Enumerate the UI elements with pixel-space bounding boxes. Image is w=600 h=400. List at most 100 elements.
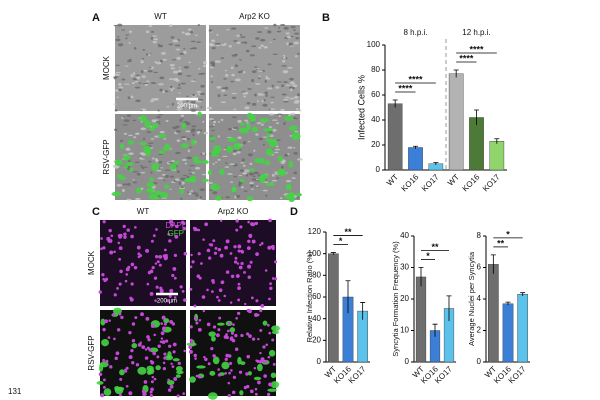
gfp (100, 318, 106, 326)
gfp (253, 158, 262, 163)
cell (220, 57, 225, 60)
nucleus (225, 239, 230, 244)
cell (210, 81, 214, 84)
cell (189, 31, 194, 34)
cell (138, 82, 142, 84)
cell (212, 163, 216, 165)
cell (294, 32, 300, 35)
nucleus (102, 220, 106, 224)
cell (249, 162, 253, 166)
cell (281, 65, 287, 67)
nucleus (230, 369, 233, 372)
cell (231, 92, 238, 95)
y-tick-label: 40 (312, 314, 321, 323)
cell (212, 123, 216, 126)
gfp (251, 126, 258, 133)
cell (176, 139, 181, 142)
nucleus (100, 393, 105, 398)
cell (114, 128, 118, 131)
nucleus (264, 269, 268, 272)
nucleus (119, 377, 123, 381)
cell (139, 152, 146, 155)
cell (145, 30, 150, 34)
nucleus (115, 351, 120, 356)
cell (154, 158, 158, 161)
y-tick-label: 0 (477, 357, 482, 366)
cell (159, 88, 163, 92)
nucleus (142, 392, 146, 397)
gfp (208, 331, 216, 337)
cell (253, 171, 259, 175)
cell (214, 42, 221, 45)
cell (230, 66, 234, 70)
gfp (175, 366, 183, 372)
cell (258, 46, 262, 49)
x-tick-label: WT (385, 172, 400, 187)
cell (177, 72, 183, 76)
nucleus (156, 260, 160, 264)
cell (124, 83, 130, 85)
cell (233, 108, 237, 111)
gfp (167, 351, 172, 359)
gfp (227, 137, 238, 142)
nucleus (109, 365, 113, 369)
cell (275, 86, 280, 89)
nucleus (232, 323, 235, 326)
cell (289, 45, 294, 47)
gfp (238, 127, 249, 134)
cell (165, 119, 169, 123)
cell (115, 71, 121, 74)
cell (242, 164, 246, 167)
nucleus (150, 324, 155, 328)
cell (116, 96, 119, 99)
gfp (263, 128, 274, 132)
cell (126, 198, 132, 201)
nucleus (169, 288, 174, 293)
cell (164, 169, 171, 172)
nucleus (229, 336, 234, 340)
cell (216, 86, 222, 89)
gfp (159, 192, 169, 199)
nucleus (230, 274, 235, 279)
cell (234, 64, 239, 68)
nucleus (124, 279, 128, 283)
cell (291, 177, 296, 179)
nucleus (193, 304, 197, 308)
nucleus (114, 356, 118, 361)
nucleus (233, 245, 237, 249)
cell (130, 74, 134, 78)
cell (153, 71, 159, 74)
nucleus (112, 312, 116, 317)
y-tick-label: 100 (367, 40, 381, 49)
cell (170, 36, 175, 39)
cell (192, 133, 195, 137)
gfp (138, 141, 147, 146)
nucleus (153, 377, 157, 381)
nucleus (154, 262, 158, 265)
nucleus (155, 285, 159, 289)
cell (199, 195, 203, 199)
cell (144, 83, 149, 87)
error-bar (453, 69, 459, 78)
nucleus (257, 337, 260, 341)
cell (176, 87, 182, 89)
nucleus (243, 270, 246, 274)
cell (297, 52, 300, 55)
nucleus (247, 264, 252, 269)
nucleus (235, 274, 240, 278)
gfp (207, 392, 218, 400)
nucleus (202, 309, 206, 313)
cell (243, 172, 247, 175)
y-tick-label: 6 (477, 263, 482, 272)
nucleus (113, 293, 117, 297)
gfp (217, 322, 225, 326)
nucleus (197, 252, 201, 256)
nucleus (234, 333, 238, 338)
nucleus (189, 265, 193, 269)
cell (237, 136, 242, 140)
cell (236, 194, 241, 198)
cell (290, 81, 295, 85)
nucleus (235, 219, 239, 223)
cell (237, 71, 244, 74)
gfp (153, 195, 160, 200)
